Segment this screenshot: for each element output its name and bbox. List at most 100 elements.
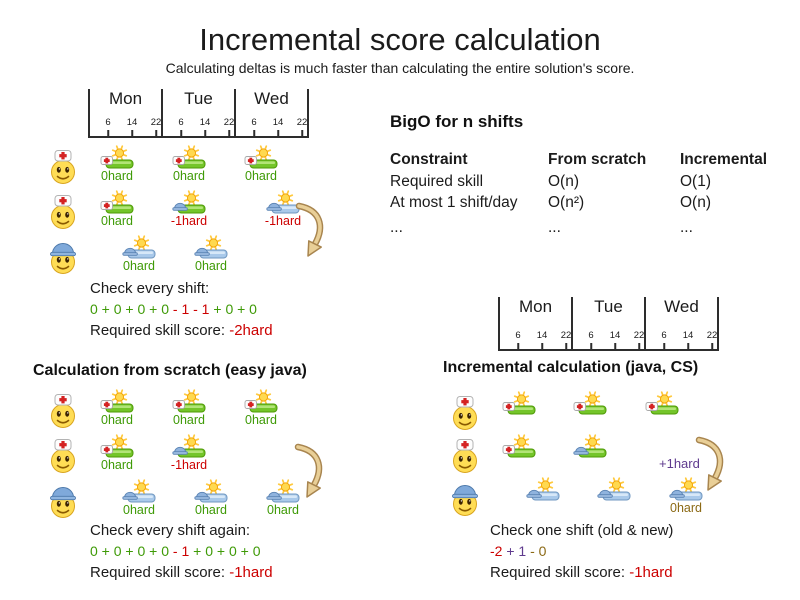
bigo-cell: At most 1 shift/day — [390, 194, 518, 211]
timeline-tick — [565, 343, 567, 349]
timeline-hour-label: 6 — [178, 117, 184, 128]
timeline-day-label: Tue — [594, 297, 623, 316]
check-score: Required skill score: -2hard — [90, 320, 273, 341]
nurse-hat-icon — [244, 400, 257, 409]
shift-score-label: 0hard — [173, 169, 205, 183]
timeline-day-label: Wed — [664, 297, 699, 316]
shift-score-label: 0hard — [101, 169, 133, 183]
section-title-incremental: Incremental calculation (java, CS) — [443, 359, 699, 376]
bigo-cell: O(1) — [680, 172, 711, 190]
timeline-day: Mon 6 14 22 — [498, 297, 571, 349]
timeline-hour-label: 22 — [560, 330, 572, 341]
bigo-cell: O(n²) — [548, 194, 585, 211]
nurse-hat-icon — [502, 445, 515, 454]
check-score: Required skill score: -1hard — [490, 562, 673, 583]
shift-green: 0hard — [100, 190, 134, 230]
sun-icon — [183, 434, 200, 450]
shift-score-label: -1hard — [170, 214, 208, 228]
shift-score-label: 0hard — [245, 413, 277, 427]
sun-icon — [255, 145, 272, 161]
check-sum: 0 + 0 + 0 + 0 - 1 + 0 + 0 + 0 — [90, 541, 273, 562]
bigo-cell: O(n) — [680, 194, 711, 211]
builder-face-icon — [48, 482, 78, 522]
check-score-value: -1hard — [629, 564, 673, 581]
bigo-header-cell: Incremental — [680, 151, 768, 168]
bigo-row: At most 1 shift/day O(n²) O(n) — [390, 192, 790, 214]
shift-score-label: 0hard — [195, 503, 227, 517]
check-sum: -2 + 1 - 0 — [490, 541, 673, 562]
sun-icon — [277, 479, 294, 495]
check-score-value: -2hard — [229, 322, 273, 339]
shift-green: 0hard — [172, 145, 206, 185]
check-heading: Check every shift again: — [90, 522, 251, 539]
timeline-tick — [638, 343, 640, 349]
timeline-tick — [711, 343, 713, 349]
nurse-face-icon — [450, 394, 480, 434]
helmet-icon — [172, 202, 188, 211]
nurse-face-icon — [48, 193, 78, 233]
timeline-day-label: Tue — [184, 89, 213, 108]
shift-score-label: 0hard — [123, 259, 155, 273]
nurse-face-icon — [48, 148, 78, 188]
sum-term: 0 + 0 + 0 + 0 — [90, 543, 170, 559]
shift-green — [502, 391, 536, 431]
timeline-tick — [228, 130, 230, 136]
sum-term: - 1 - 1 — [169, 301, 210, 317]
nurse-hat-icon — [172, 400, 185, 409]
sum-term: + 0 + 0 — [209, 301, 257, 317]
shift-score-label: 0hard — [195, 259, 227, 273]
move-arrow-icon — [293, 441, 327, 504]
sun-icon — [111, 389, 128, 405]
nurse-hat-icon — [573, 402, 586, 411]
shift-green: 0hard — [244, 389, 278, 429]
timeline-day: Tue 6 14 22 — [571, 297, 644, 349]
helmet-icon — [266, 202, 282, 211]
timeline-tick — [517, 343, 519, 349]
sun-icon — [183, 190, 200, 206]
timeline-day-label: Mon — [108, 89, 143, 108]
bigo-cell: Required skill — [390, 172, 484, 190]
check-block-from-scratch: Check every shift again: 0 + 0 + 0 + 0 -… — [90, 520, 273, 583]
sun-icon — [513, 391, 530, 407]
shift-green: 0hard — [172, 389, 206, 429]
check-score-value: -1hard — [229, 564, 273, 581]
shift-green: 0hard — [100, 389, 134, 429]
bigo-row: Required skill O(n) O(1) — [390, 171, 790, 193]
shift-grid-initial: 0hard 0hard 0hard 0hard -1hard -1hard — [46, 145, 346, 285]
timeline-hour-label: 14 — [272, 117, 284, 128]
timeline-tick — [131, 130, 133, 136]
timeline-hour-label: 6 — [588, 330, 594, 341]
bigo-table: Constraint From scratch Incremental Require… — [390, 149, 790, 238]
builder-face-icon — [48, 238, 78, 278]
helmet-icon — [194, 247, 210, 256]
shift-green — [502, 434, 536, 474]
check-block-incremental: Check one shift (old & new) -2 + 1 - 0 R… — [490, 520, 673, 583]
timeline-top: Mon 6 14 22 Tue 6 14 22 Wed 6 14 22 — [88, 89, 309, 138]
bigo-cell: O(n) — [548, 172, 579, 190]
sun-icon — [205, 479, 222, 495]
nurse-hat-icon — [502, 402, 515, 411]
timeline-hour-label: 6 — [661, 330, 667, 341]
nurse-hat-icon — [100, 201, 113, 210]
timeline-tick — [277, 130, 279, 136]
timeline-day: Tue 6 14 22 — [161, 89, 234, 136]
timeline-tick — [590, 343, 592, 349]
sun-icon — [133, 479, 150, 495]
shift-blue: 0hard — [194, 235, 228, 275]
shift-score-label: 0hard — [670, 501, 702, 515]
shift-score-label: -1hard — [264, 214, 302, 228]
timeline-hour-label: 14 — [536, 330, 548, 341]
slide-title: Incremental score calculation — [199, 22, 601, 57]
helmet-icon — [573, 446, 589, 455]
nurse-hat-icon — [54, 394, 72, 406]
nurse-hat-icon — [100, 400, 113, 409]
timeline-hour-label: 14 — [199, 117, 211, 128]
timeline-tick — [614, 343, 616, 349]
timeline-hour-label: 22 — [706, 330, 718, 341]
timeline-hour-label: 14 — [126, 117, 138, 128]
bigo-header-cell: From scratch — [548, 151, 647, 168]
sun-icon — [680, 477, 697, 493]
move-arrow-icon — [694, 434, 728, 497]
shift-score-label: 0hard — [267, 503, 299, 517]
timeline-tick — [687, 343, 689, 349]
